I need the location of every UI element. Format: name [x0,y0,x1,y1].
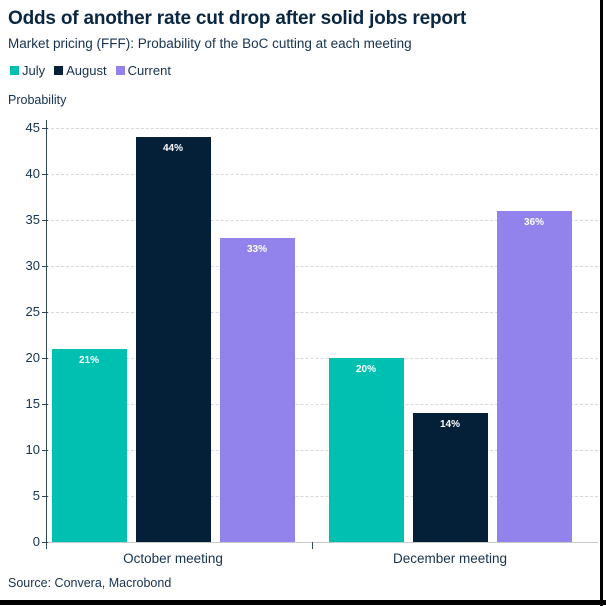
y-axis-tick-label: 35 [25,212,40,227]
bar-value-label: 20% [355,364,376,375]
legend-item-july: July [10,63,45,78]
gridline [46,220,598,221]
bar-value-label: 44% [162,143,183,155]
legend-item-august: August [54,63,107,78]
chart-title: Odds of another rate cut drop after soli… [8,8,467,29]
bar-august-december: 14% [412,413,488,542]
y-axis-tick [42,358,48,359]
y-axis-tick [42,128,48,129]
legend-swatch-icon [10,66,19,75]
bottom-border-bar [0,600,606,605]
x-axis-tick [312,542,313,549]
bar-july-december: 20% [328,358,404,542]
bar-value-label: 33% [246,244,267,256]
gridline [46,450,598,451]
bar-current-december: 36% [496,210,572,542]
y-axis-tick-label: 10 [25,442,40,457]
legend-label: July [22,63,46,78]
source-note: Source: Convera, Macrobond [8,576,172,590]
x-axis-line [46,542,598,543]
y-axis-tick-label: 30 [25,258,40,273]
y-axis-tick [42,542,48,543]
gridline [46,174,598,175]
y-axis-tick-label: 45 [25,120,40,135]
chart-legend: July August Current [10,63,171,78]
x-axis-category-label: October meeting [123,551,223,566]
legend-label: Current [127,63,171,78]
gridline [46,266,598,267]
bar-value-label: 36% [523,216,544,228]
y-axis-tick [42,266,48,267]
gridline [46,358,598,359]
legend-swatch-icon [115,66,125,75]
legend-swatch-icon [54,66,64,75]
y-axis-tick [42,174,48,175]
gridline [46,404,598,405]
y-axis-tick [42,312,48,313]
y-axis-tick [42,496,48,497]
y-axis-tick [42,220,48,221]
x-axis-tick [46,542,47,549]
y-axis-tick [42,450,48,451]
y-axis-line [46,120,47,548]
y-axis-title: Probability [8,93,67,107]
y-axis-tick-label: 15 [25,396,40,411]
y-axis-tick [42,404,48,405]
y-axis-tick-label: 0 [32,534,40,549]
y-axis-tick-label: 25 [25,304,40,319]
bar-august-october: 44% [135,137,211,542]
gridline [46,496,598,497]
right-border-line [600,0,603,606]
gridline [46,312,598,313]
bar-value-label: 14% [439,419,460,431]
y-axis-tick-label: 20 [25,350,40,365]
y-axis-tick-label: 5 [32,488,40,503]
y-axis-tick-label: 40 [25,166,40,181]
gridline [46,128,598,129]
legend-item-current: Current [115,63,171,78]
bar-value-label: 21% [78,354,99,366]
chart-subtitle: Market pricing (FFF): Probability of the… [8,36,412,51]
legend-label: August [66,63,107,78]
bar-july-october: 21% [51,348,127,542]
bar-current-october: 33% [219,238,295,542]
x-axis-category-label: December meeting [392,551,508,566]
